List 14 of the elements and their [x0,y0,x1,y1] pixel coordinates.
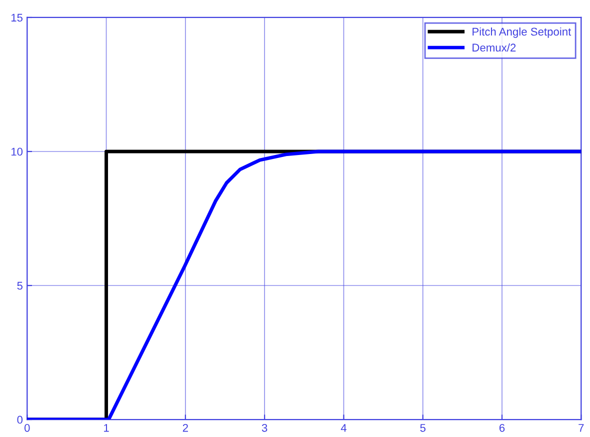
legend-label: Demux/2 [472,43,516,52]
x-tick-label: 3 [262,424,268,432]
x-tick-label: 7 [578,424,584,432]
legend-label: Pitch Angle Setpoint [472,27,572,38]
y-tick-label: 0 [17,416,23,424]
x-tick-label: 0 [24,424,30,432]
y-tick-label: 10 [11,148,23,156]
y-tick-label: 5 [17,282,23,290]
x-tick-label: 2 [182,424,188,432]
x-tick-label: 4 [340,424,346,432]
x-tick-label: 5 [420,424,426,432]
y-tick-label: 15 [11,14,23,22]
x-tick-label: 6 [499,424,505,432]
x-tick-label: 1 [104,424,109,432]
